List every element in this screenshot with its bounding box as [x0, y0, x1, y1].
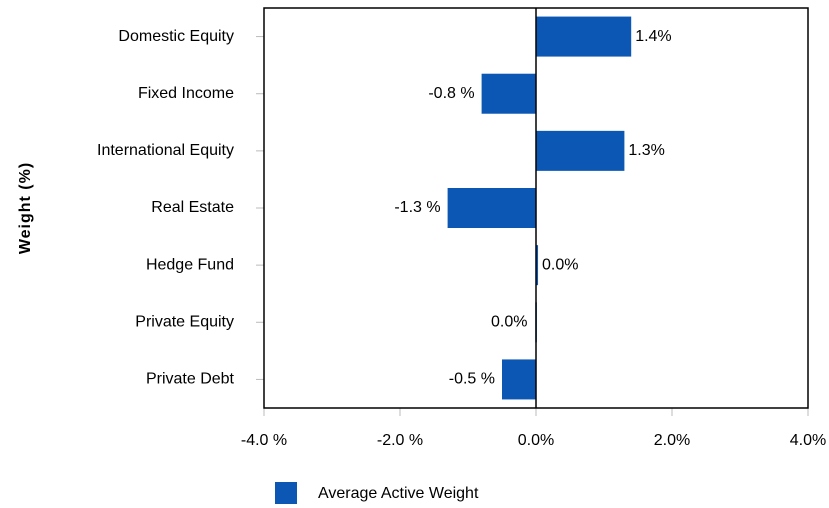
y-tick-label: Private Debt — [146, 371, 235, 388]
bar — [502, 359, 536, 400]
bar — [447, 188, 536, 228]
y-tick-label: International Equity — [97, 142, 234, 159]
value-label: 1.4% — [635, 28, 671, 45]
plot-frame — [263, 7, 809, 409]
bar — [481, 73, 536, 114]
x-tick-label: -2.0 % — [377, 432, 423, 449]
value-label: -0.5 % — [449, 371, 495, 388]
value-label: 1.3% — [628, 142, 664, 159]
y-tick-label: Fixed Income — [138, 85, 234, 102]
y-tick-label: Domestic Equity — [118, 28, 234, 45]
y-axis-title: Weight (%) — [17, 162, 34, 254]
x-tick-label: 0.0% — [518, 432, 554, 449]
legend-label: Average Active Weight — [318, 485, 479, 502]
y-tick-label: Real Estate — [151, 199, 234, 216]
y-tick-label: Hedge Fund — [146, 256, 234, 273]
bar — [536, 245, 539, 286]
x-tick-label: 4.0% — [790, 432, 826, 449]
legend-swatch — [275, 482, 297, 504]
x-tick-label: -4.0 % — [241, 432, 287, 449]
value-label: 0.0% — [491, 314, 527, 331]
value-label: 0.0% — [542, 256, 578, 273]
value-label: -1.3 % — [394, 199, 440, 216]
value-label: -0.8 % — [428, 85, 474, 102]
x-tick-label: 2.0% — [654, 432, 690, 449]
y-tick-label: Private Equity — [135, 314, 234, 331]
bar — [536, 130, 625, 171]
bar — [536, 16, 632, 57]
